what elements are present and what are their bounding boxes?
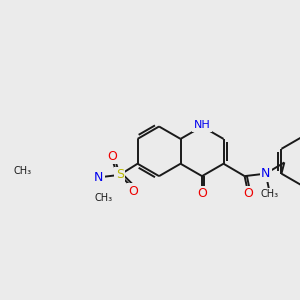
Text: N: N xyxy=(94,171,103,184)
Text: CH₃: CH₃ xyxy=(14,166,32,176)
Text: O: O xyxy=(243,188,253,200)
Text: CH₃: CH₃ xyxy=(260,190,278,200)
Text: O: O xyxy=(128,184,138,197)
Text: NH: NH xyxy=(194,120,210,130)
Text: O: O xyxy=(197,187,207,200)
Text: O: O xyxy=(107,150,117,163)
Text: S: S xyxy=(116,168,124,182)
Text: N: N xyxy=(261,167,270,180)
Text: CH₃: CH₃ xyxy=(94,193,112,203)
